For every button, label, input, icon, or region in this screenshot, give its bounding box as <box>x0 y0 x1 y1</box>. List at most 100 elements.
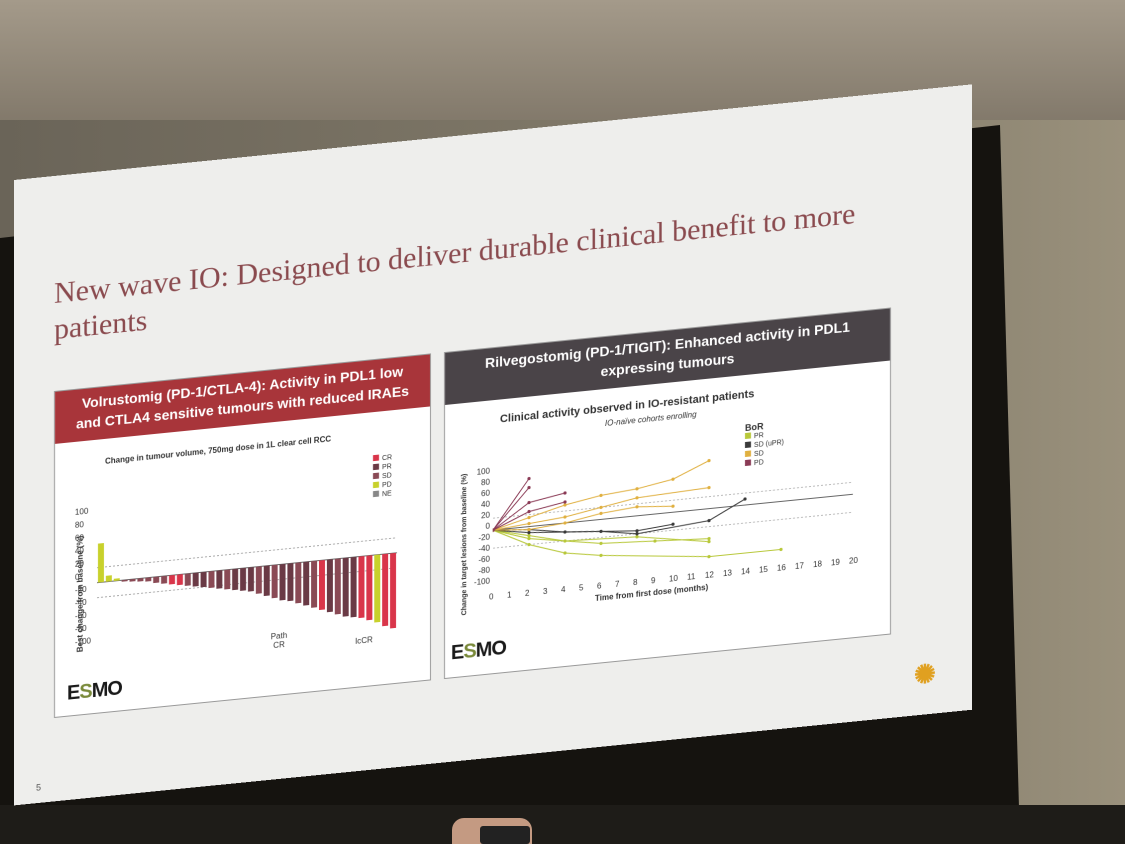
waterfall-bar <box>184 573 191 586</box>
waterfall-bar <box>129 578 136 582</box>
slide: New wave IO: Designed to deliver durable… <box>14 84 972 805</box>
x-tick: 15 <box>759 564 768 575</box>
right-legend: BoR PR SD (uPR) SD PD <box>745 419 784 469</box>
waterfall-bar <box>374 554 381 623</box>
series-point <box>635 532 639 536</box>
series-point <box>599 505 603 510</box>
series-point <box>635 529 639 533</box>
series-point <box>599 541 603 546</box>
series-line <box>493 487 530 531</box>
annotation-iccr: IcCR <box>355 635 373 646</box>
series-point <box>527 530 531 535</box>
audience-foreground <box>0 805 1125 844</box>
series-point <box>743 497 747 501</box>
waterfall-bar <box>105 575 112 582</box>
phone <box>480 826 530 844</box>
waterfall-bar <box>232 568 239 591</box>
esmo-logo: ESMO <box>67 677 122 705</box>
series-point <box>563 503 567 507</box>
x-tick: 5 <box>579 583 584 593</box>
waterfall-bar <box>295 562 302 604</box>
series-point <box>599 553 603 558</box>
threshold-line <box>493 511 853 549</box>
series-line <box>493 505 674 531</box>
right-spider-chart <box>493 459 853 559</box>
left-waterfall-chart <box>97 537 397 629</box>
series-point <box>707 459 711 463</box>
x-tick: 18 <box>813 559 822 570</box>
series-point <box>671 477 675 481</box>
waterfall-bar <box>334 558 341 615</box>
left-panel-header-text: Volrustomig (PD-1/CTLA-4): Activity in P… <box>76 363 409 432</box>
left-panel: Volrustomig (PD-1/CTLA-4): Activity in P… <box>54 353 431 719</box>
waterfall-bar <box>366 555 373 621</box>
series-line <box>493 487 710 531</box>
astrazeneca-logo-icon: ✺ <box>914 657 936 691</box>
waterfall-bar <box>121 579 128 582</box>
y-tick: -100 <box>473 576 490 588</box>
x-tick: 17 <box>795 561 804 572</box>
zero-line <box>493 493 853 531</box>
waterfall-bar <box>145 577 152 582</box>
series-point <box>527 542 531 547</box>
waterfall-bar <box>287 563 294 602</box>
series-point <box>527 536 531 541</box>
series-point <box>707 486 711 490</box>
waterfall-bar <box>192 572 199 587</box>
series-point <box>707 519 711 523</box>
waterfall-bar <box>311 560 318 608</box>
waterfall-bar <box>224 569 231 590</box>
series-point <box>527 521 531 526</box>
waterfall-bar <box>153 576 160 584</box>
waterfall-bar <box>247 567 254 592</box>
x-tick: 16 <box>777 562 786 573</box>
series-point <box>493 528 495 532</box>
x-tick: 12 <box>705 570 714 581</box>
waterfall-bar <box>97 543 104 583</box>
series-point <box>599 511 603 516</box>
x-tick: 13 <box>723 568 732 579</box>
legend-item: NE <box>373 489 392 500</box>
series-line <box>493 529 781 558</box>
series-point <box>635 535 639 539</box>
right-panel-header-text: Rilvegostomig (PD-1/TIGIT): Enhanced act… <box>485 318 850 380</box>
waterfall-bar <box>271 564 278 599</box>
x-tick: 7 <box>615 579 620 590</box>
series-line <box>493 478 530 531</box>
series-point <box>671 504 675 508</box>
series-point <box>527 485 531 490</box>
waterfall-bar <box>390 552 397 629</box>
series-point <box>563 515 567 519</box>
waterfall-bar <box>216 570 223 589</box>
page-number: 5 <box>36 782 42 793</box>
x-tick: 11 <box>687 571 696 582</box>
series-point <box>635 505 639 509</box>
series-point <box>527 515 531 520</box>
waterfall-bar <box>279 563 286 601</box>
x-tick: 10 <box>669 573 678 584</box>
series-point <box>527 476 531 481</box>
series-point <box>563 521 567 525</box>
waterfall-bar <box>319 559 325 611</box>
series-point <box>635 487 639 491</box>
series-point <box>707 537 711 541</box>
x-tick: 19 <box>831 557 840 568</box>
waterfall-bar <box>382 553 389 627</box>
series-point <box>527 509 531 514</box>
waterfall-bar <box>342 557 349 617</box>
waterfall-bar <box>350 556 357 618</box>
x-tick: 0 <box>489 592 494 602</box>
x-tick: 8 <box>633 577 638 588</box>
series-point <box>563 491 567 495</box>
x-tick: 6 <box>597 581 602 591</box>
threshold-line <box>493 481 853 519</box>
annotation-path-cr: Path CR <box>270 630 288 651</box>
series-point <box>527 533 531 538</box>
left-chart-subtitle: Change in tumour volume, 750mg dose in 1… <box>105 434 332 466</box>
series-line <box>493 529 710 544</box>
left-panel-header: Volrustomig (PD-1/CTLA-4): Activity in P… <box>55 354 430 444</box>
waterfall-bar <box>137 578 144 582</box>
series-point <box>707 555 711 559</box>
series-point <box>779 547 783 552</box>
x-tick: 2 <box>525 588 530 598</box>
